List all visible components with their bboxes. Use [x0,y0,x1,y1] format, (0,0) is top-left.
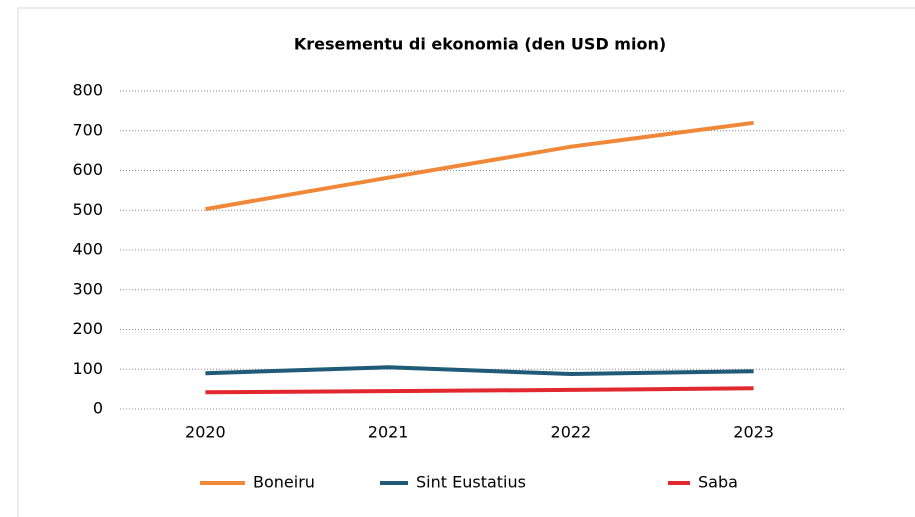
series-line [205,386,754,395]
x-tick-label: 2023 [733,423,774,442]
y-tick-label: 800 [72,81,103,100]
frame [17,7,915,517]
y-tick-label: 700 [72,120,103,139]
legend-label: Saba [698,473,738,492]
y-tick-label: 500 [72,200,103,219]
y-tick-label: 200 [72,319,103,338]
legend-label: Sint Eustatius [416,473,526,492]
y-tick-label: 400 [72,240,103,259]
y-tick-label: 0 [93,399,103,418]
x-tick-label: 2020 [185,423,226,442]
y-tick-label: 100 [72,359,103,378]
legend-label: Boneiru [253,473,315,492]
series-line [205,365,754,376]
y-tick-label: 600 [72,160,103,179]
x-tick-label: 2022 [551,423,592,442]
y-tick-label: 300 [72,279,103,298]
x-tick-label: 2021 [368,423,409,442]
chart-title: Kresementu di ekonomia (den USD mion) [294,35,666,54]
series-line [205,120,754,212]
